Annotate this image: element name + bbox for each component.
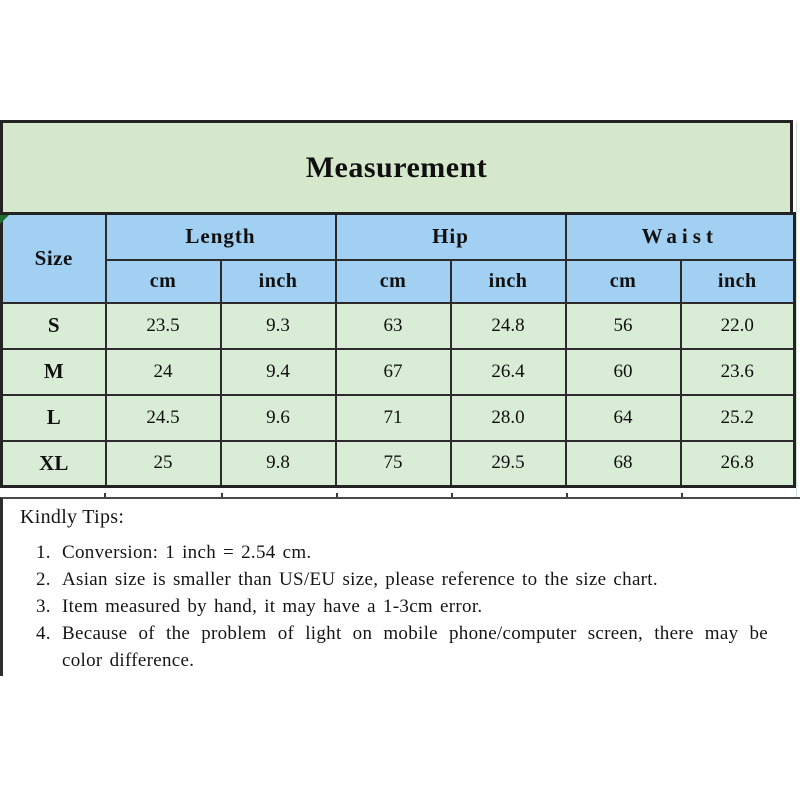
unit-header: inch — [449, 258, 567, 304]
kindly-tips-section: Kindly Tips: 1. Conversion: 1 inch = 2.5… — [0, 497, 800, 676]
tip-text-line2: color difference. — [62, 650, 195, 671]
tip-text: Asian size is smaller than US/EU size, p… — [62, 569, 658, 590]
unit-header: inch — [679, 258, 796, 304]
table-cell: 75 — [334, 439, 452, 488]
length-group-header: Length — [104, 212, 337, 261]
tip-text: Because of the problem of light on mobil… — [62, 620, 768, 674]
table-cell: 24.5 — [104, 393, 222, 442]
tip-text: Item measured by hand, it may have a 1-3… — [62, 596, 483, 617]
table-cell: 68 — [564, 439, 682, 488]
table-cell: 29.5 — [449, 439, 567, 488]
tip-text: Conversion: 1 inch = 2.54 cm. — [62, 542, 312, 563]
table-cell: 24.8 — [449, 301, 567, 350]
unit-header: cm — [334, 258, 452, 304]
table-cell: 67 — [334, 347, 452, 396]
table-group-header-row: Size Length Hip Waist — [0, 212, 796, 304]
table-cell: 23.6 — [679, 347, 796, 396]
table-cell: 23.5 — [104, 301, 222, 350]
size-table: Size Length Hip Waist cm inch cm inch cm… — [0, 212, 797, 488]
tip-item: 2. Asian size is smaller than US/EU size… — [36, 566, 800, 593]
tip-item: 3. Item measured by hand, it may have a … — [36, 593, 800, 620]
tip-text-line1: Because of the problem of light on mobil… — [62, 623, 768, 644]
size-column-header: Size — [0, 212, 107, 304]
unit-header: inch — [219, 258, 337, 304]
gridline-stub — [451, 493, 453, 499]
table-cell: 9.6 — [219, 393, 337, 442]
gridline-stub — [681, 493, 683, 499]
table-cell: 60 — [564, 347, 682, 396]
gridline-stub — [104, 493, 106, 499]
table-cell: 26.8 — [679, 439, 796, 488]
table-cell: 26.4 — [449, 347, 567, 396]
table-row-m: M 24 9.4 67 26.4 60 23.6 — [0, 347, 796, 396]
table-cell: 22.0 — [679, 301, 796, 350]
table-cell: 24 — [104, 347, 222, 396]
tip-number: 2. — [36, 569, 51, 590]
hip-group-header: Hip — [334, 212, 567, 261]
table-cell: 9.8 — [219, 439, 337, 488]
measurement-block: Measurement Size Length Hip Waist cm inc… — [0, 120, 797, 488]
table-row-xl: XL 25 9.8 75 29.5 68 26.8 — [0, 439, 796, 488]
tip-number: 3. — [36, 596, 51, 617]
page-title: Measurement — [305, 150, 488, 184]
table-cell: 25 — [104, 439, 222, 488]
table-cell: 71 — [334, 393, 452, 442]
table-row-s: S 23.5 9.3 63 24.8 56 22.0 — [0, 301, 796, 350]
size-label: M — [0, 347, 107, 396]
table-cell: 25.2 — [679, 393, 796, 442]
gridline-right-edge — [796, 122, 797, 675]
size-label: XL — [0, 439, 107, 488]
table-unit-header-row: cm inch cm inch cm inch — [2, 258, 796, 304]
gridline-stub — [221, 493, 223, 499]
unit-header: cm — [104, 258, 222, 304]
table-cell: 63 — [334, 301, 452, 350]
tip-number: 1. — [36, 542, 51, 563]
spreadsheet-corner-marker — [0, 215, 9, 224]
tip-item: 1. Conversion: 1 inch = 2.54 cm. — [36, 539, 800, 566]
table-cell: 56 — [564, 301, 682, 350]
waist-group-header: Waist — [564, 212, 796, 261]
tip-number: 4. — [36, 623, 51, 644]
gridline-stub — [336, 493, 338, 499]
gridline-stub — [566, 493, 568, 499]
tips-heading: Kindly Tips: — [20, 506, 125, 528]
title-band: Measurement — [0, 120, 793, 212]
table-cell: 64 — [564, 393, 682, 442]
size-label: L — [0, 393, 107, 442]
size-label: S — [0, 301, 107, 350]
unit-header: cm — [564, 258, 682, 304]
table-cell: 9.3 — [219, 301, 337, 350]
table-cell: 9.4 — [219, 347, 337, 396]
table-cell: 28.0 — [449, 393, 567, 442]
tip-item: 4. Because of the problem of light on mo… — [36, 620, 800, 674]
tips-list: 1. Conversion: 1 inch = 2.54 cm. 2. Asia… — [36, 539, 800, 674]
table-row-l: L 24.5 9.6 71 28.0 64 25.2 — [0, 393, 796, 442]
